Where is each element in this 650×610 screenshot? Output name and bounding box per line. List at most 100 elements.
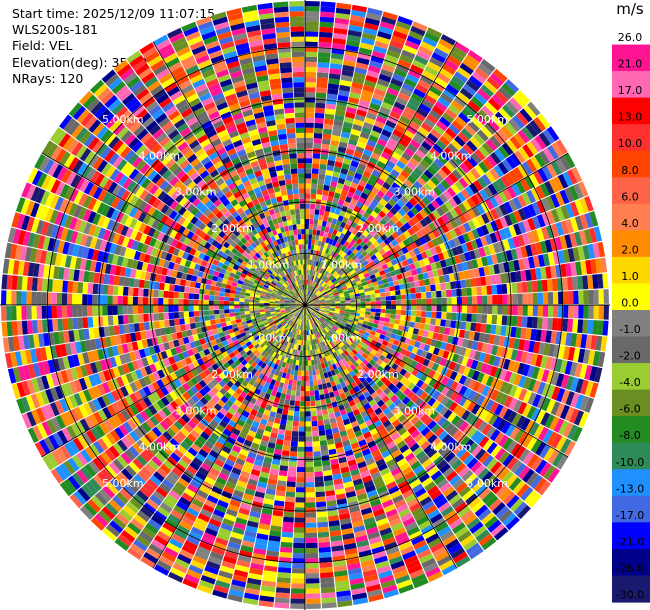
- range-gate: [301, 375, 305, 381]
- range-gate: [488, 97, 502, 111]
- range-gate: [354, 189, 363, 197]
- range-gate: [455, 150, 467, 163]
- range-gate: [287, 471, 297, 478]
- range-gate: [345, 148, 355, 156]
- range-gate: [325, 237, 331, 244]
- range-gate: [353, 257, 360, 264]
- range-gate: [285, 394, 291, 401]
- range-gate: [305, 223, 309, 230]
- range-gate: [305, 406, 311, 412]
- range-gate: [318, 41, 332, 48]
- range-gate: [469, 136, 482, 149]
- range-gate: [390, 314, 396, 319]
- range-gate: [352, 242, 360, 249]
- range-gate: [448, 123, 461, 135]
- range-gate: [348, 138, 358, 146]
- range-gate: [316, 292, 322, 297]
- range-gate: [310, 264, 314, 271]
- range-gate: [466, 305, 473, 314]
- range-gate: [375, 308, 381, 313]
- range-gate: [307, 345, 310, 351]
- range-gate: [481, 314, 488, 324]
- range-gate: [403, 222, 412, 231]
- range-gate: [369, 174, 378, 182]
- range-gate: [375, 301, 381, 305]
- range-gate: [431, 298, 437, 305]
- range-gate: [487, 295, 493, 305]
- range-gate: [401, 299, 407, 305]
- range-gate: [305, 41, 318, 47]
- range-gate: [305, 77, 317, 83]
- range-gate: [322, 283, 328, 288]
- range-gate: [295, 487, 305, 493]
- range-gate: [316, 194, 323, 200]
- range-gate: [295, 360, 300, 366]
- range-gate: [398, 138, 410, 148]
- range-gate: [336, 276, 342, 282]
- range-gate: [337, 146, 347, 154]
- range-gate: [321, 143, 330, 150]
- range-gate: [325, 259, 331, 266]
- range-gate: [404, 320, 411, 327]
- range-gate: [501, 283, 508, 294]
- range-gate: [294, 365, 299, 371]
- range-gate: [392, 128, 404, 138]
- range-gate: [489, 72, 505, 86]
- range-gate: [317, 531, 330, 538]
- range-gate: [415, 212, 424, 222]
- range-gate: [324, 285, 330, 291]
- range-gate: [305, 168, 312, 174]
- range-gate: [291, 385, 297, 391]
- range-gate: [378, 156, 389, 165]
- range-gate: [523, 104, 537, 120]
- range-gate: [323, 264, 328, 270]
- range-gate: [477, 63, 493, 76]
- range-gate: [390, 133, 401, 143]
- range-gate: [305, 122, 314, 128]
- range-gate: [318, 546, 331, 553]
- range-gate: [466, 155, 478, 168]
- range-gate: [320, 274, 325, 280]
- range-gate: [311, 259, 315, 266]
- range-gate: [491, 115, 504, 128]
- range-gate: [305, 568, 320, 574]
- range-gate: [385, 296, 391, 301]
- range-gate: [317, 293, 322, 297]
- range-gate: [398, 208, 407, 217]
- range-gate: [325, 103, 336, 110]
- range-gate: [445, 319, 452, 328]
- range-gate: [537, 292, 544, 305]
- range-gate: [405, 310, 412, 316]
- range-gate: [281, 531, 294, 538]
- range-gate: [481, 142, 494, 155]
- range-gate: [340, 306, 346, 310]
- range-gate: [462, 58, 477, 71]
- range-gate: [441, 290, 447, 298]
- range-gate: [410, 184, 420, 194]
- range-gate: [471, 71, 486, 84]
- range-gate: [399, 283, 406, 290]
- range-gate: [537, 113, 551, 129]
- range-gate: [484, 101, 498, 115]
- range-gate: [305, 31, 319, 37]
- range-gate: [436, 182, 447, 193]
- range-gate: [324, 113, 335, 120]
- range-gate: [308, 264, 312, 270]
- range-gate: [355, 244, 363, 252]
- range-gate: [305, 92, 316, 98]
- range-gate: [487, 305, 493, 315]
- range-gate: [385, 291, 391, 297]
- range-gate: [286, 389, 292, 396]
- range-gate: [358, 180, 367, 188]
- range-gate: [470, 96, 484, 109]
- range-gate: [378, 73, 392, 83]
- range-gate: [405, 315, 411, 322]
- range-gate: [315, 290, 321, 295]
- range-gate: [422, 70, 436, 81]
- range-gate: [334, 161, 343, 168]
- range-gate: [338, 249, 344, 256]
- range-gate: [339, 172, 347, 180]
- range-gate: [305, 416, 312, 422]
- range-gate: [517, 293, 523, 305]
- range-gate: [392, 73, 406, 83]
